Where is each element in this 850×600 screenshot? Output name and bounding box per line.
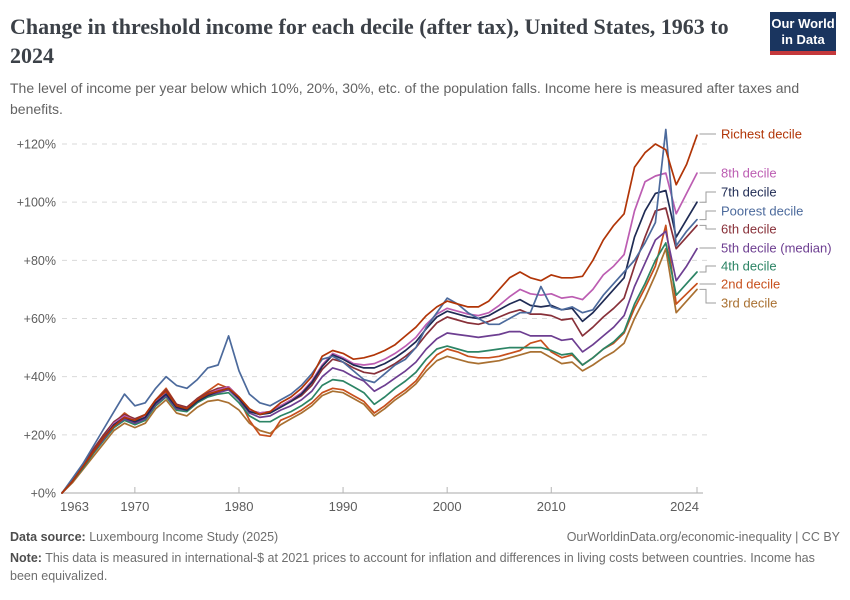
chart-subtitle: The level of income per year below which…	[10, 80, 800, 117]
data-source-value[interactable]: Luxembourg Income Study (2025)	[89, 530, 279, 544]
legend-connector	[699, 191, 716, 203]
data-source-label: Data source:	[10, 530, 86, 544]
y-axis-tick-label: +0%	[31, 487, 56, 501]
x-axis-tick-label: 1990	[329, 499, 358, 514]
owid-logo[interactable]: Our World in Data	[770, 12, 836, 55]
page-title: Change in threshold income for each deci…	[10, 14, 729, 68]
legend-label-7th-decile[interactable]: 7th decile	[721, 185, 777, 200]
x-axis-tick-label: 1963	[60, 499, 89, 514]
series-line-7th-decile[interactable]	[61, 189, 698, 494]
legend-label-richest-decile[interactable]: Richest decile	[721, 127, 802, 142]
x-axis-tick-label: 2010	[537, 499, 566, 514]
legend-connector	[699, 210, 716, 221]
note-text: This data is measured in international-$…	[10, 551, 815, 583]
series-line-3rd-decile[interactable]	[61, 247, 698, 494]
data-source: Data source: Luxembourg Income Study (20…	[10, 528, 278, 546]
owid-logo-line1: Our World	[771, 16, 835, 31]
chart-footer: Data source: Luxembourg Income Study (20…	[10, 528, 840, 585]
attribution-url[interactable]: OurWorldinData.org/economic-inequality	[566, 530, 792, 544]
x-axis-tick-label: 2000	[433, 499, 462, 514]
legend-label-3rd-decile[interactable]: 3rd decile	[721, 296, 777, 311]
legend-label-4th-decile[interactable]: 4th decile	[721, 259, 777, 274]
legend-label-poorest-decile[interactable]: Poorest decile	[721, 204, 803, 219]
y-axis-tick-label: +100%	[17, 196, 56, 210]
chart-note: Note: This data is measured in internati…	[10, 549, 838, 585]
series-line-8th-decile[interactable]	[61, 172, 698, 494]
legend-connector	[699, 288, 716, 304]
x-axis-tick-label: 1970	[120, 499, 149, 514]
y-axis-tick-label: +120%	[17, 138, 56, 152]
y-axis-tick-label: +20%	[24, 428, 56, 442]
owid-logo-line2: in Data	[781, 32, 825, 47]
legend-label-6th-decile[interactable]: 6th decile	[721, 222, 777, 237]
chart-header: Change in threshold income for each deci…	[10, 12, 840, 120]
legend-label-8th-decile[interactable]: 8th decile	[721, 166, 777, 181]
x-axis-tick-label: 1980	[225, 499, 254, 514]
y-axis-tick-label: +80%	[24, 254, 56, 268]
series-line-4th-decile[interactable]	[61, 242, 698, 494]
note-label: Note:	[10, 551, 42, 565]
series-line-5th-decile-median-[interactable]	[61, 230, 698, 494]
attribution-separator: |	[795, 530, 799, 544]
legend-label-5th-decile-median-[interactable]: 5th decile (median)	[721, 241, 832, 256]
y-axis-tick-label: +40%	[24, 370, 56, 384]
legend-connector	[699, 224, 716, 230]
series-line-poorest-decile[interactable]	[61, 128, 698, 494]
legend-label-2nd-decile[interactable]: 2nd decile	[721, 277, 780, 292]
y-axis-tick-label: +60%	[24, 312, 56, 326]
x-axis-tick-label: 2024	[670, 499, 699, 514]
series-line-richest-decile[interactable]	[61, 134, 698, 494]
legend-connector	[699, 265, 716, 273]
attribution: OurWorldinData.org/economic-inequality |…	[567, 528, 840, 546]
license-badge[interactable]: CC BY	[801, 530, 840, 544]
